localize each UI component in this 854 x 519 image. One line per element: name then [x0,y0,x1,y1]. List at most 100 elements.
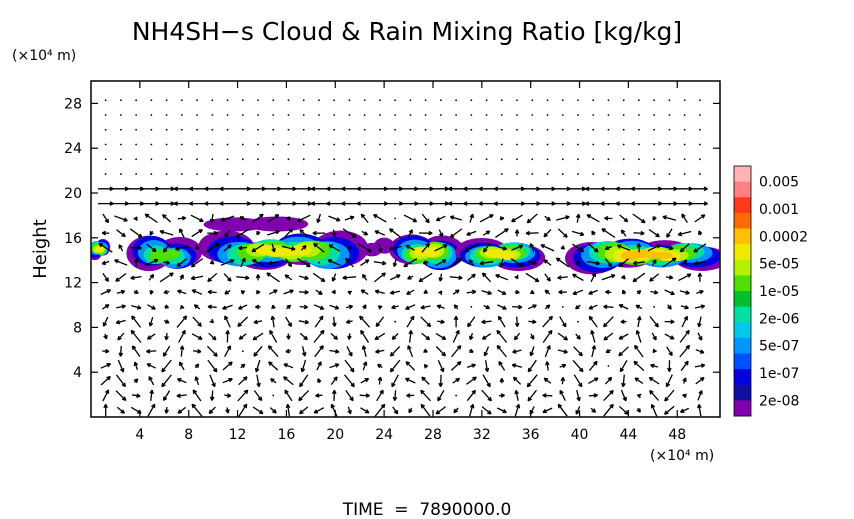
vector-dot [318,128,320,131]
wind-vector [433,201,449,206]
wind-vector [572,273,584,282]
wind-vector [163,319,170,324]
wind-vector [603,403,614,417]
wind-vector [467,316,476,328]
vector-dot [683,114,686,116]
colorbar-swatch [734,322,751,339]
wind-vector [173,186,190,192]
colorbar-label: 5e-07 [759,339,799,355]
wind-vector [114,259,128,266]
vector-dot [226,158,229,161]
vector-dot [150,158,153,161]
wind-vector [681,213,688,223]
vector-dot [180,128,183,131]
vector-dot [150,114,153,116]
vector-dot [104,99,107,102]
wind-vector [392,390,398,402]
wind-vector [377,376,383,385]
vector-dot [135,128,138,131]
wind-vector [435,406,446,415]
wind-vector [449,275,463,281]
x-tick-label: 16 [278,427,296,443]
wind-vector [192,316,202,327]
wind-vector [115,390,127,402]
wind-vector [572,359,584,373]
wind-vector [113,201,129,206]
wind-vector [493,186,510,192]
vector-dot [439,99,442,102]
wind-vector [529,346,535,357]
wind-vector [178,228,185,238]
wind-vector [600,186,617,192]
wind-vector [102,304,110,310]
vector-dot [653,114,656,116]
wind-vector [481,272,492,283]
wind-vector [514,229,520,237]
vector-dot [622,99,625,102]
wind-vector [557,349,568,354]
wind-vector [636,316,642,328]
wind-vector [191,229,203,238]
vector-dot [379,114,381,116]
wind-vector [493,201,510,206]
vector-dot [211,173,214,175]
wind-vector [373,214,387,223]
wind-vector [435,259,447,266]
wind-vector [220,259,235,266]
wind-vector [466,363,476,369]
wind-vector [694,363,706,368]
wind-vector [359,393,370,398]
wind-vector [374,332,386,341]
wind-vector [209,390,215,401]
wind-vector [422,260,429,265]
vector-dot [287,143,290,146]
x-tick-label: 8 [184,427,193,443]
wind-vector [133,289,139,295]
vector-dot [455,246,457,249]
wind-vector [544,345,551,358]
wind-vector [590,329,596,343]
vector-dot [470,306,473,308]
vector-dot [561,158,564,161]
wind-vector [664,405,675,415]
wind-vector [448,186,464,192]
wind-vector [313,242,325,253]
wind-vector [360,213,369,224]
wind-vector [433,186,449,192]
wind-vector [356,186,373,192]
wind-vector [191,333,203,340]
wind-vector [116,304,126,309]
x-tick-label: 4 [135,427,144,443]
wind-vector [680,360,689,372]
wind-vector [650,363,658,369]
wind-vector [389,359,401,373]
wind-vector [177,215,187,221]
vector-dot [318,158,320,161]
vector-dot [348,143,351,146]
wind-vector [544,289,551,295]
wind-vector [360,289,369,295]
wind-vector [481,319,492,325]
wind-vector [114,215,128,222]
x-tick-label: 32 [473,427,491,443]
x-tick-label: 36 [522,427,540,443]
wind-vector [696,289,704,295]
vector-dot [622,128,625,131]
vector-dot [638,143,640,146]
wind-vector [449,228,463,239]
vector-dot [211,158,214,161]
wind-vector [146,333,156,340]
wind-vector [387,201,404,206]
vector-dot [409,173,412,175]
colorbar-swatch [734,291,751,308]
wind-vector [102,389,110,402]
wind-vector [452,289,460,295]
wind-vector [209,213,215,224]
wind-vector [496,344,507,358]
wind-vector [679,344,691,358]
colorbar-swatch [734,353,751,370]
wind-vector [149,289,154,295]
wind-vector [437,319,445,325]
wind-vector [650,403,658,417]
wind-vector [573,346,583,357]
